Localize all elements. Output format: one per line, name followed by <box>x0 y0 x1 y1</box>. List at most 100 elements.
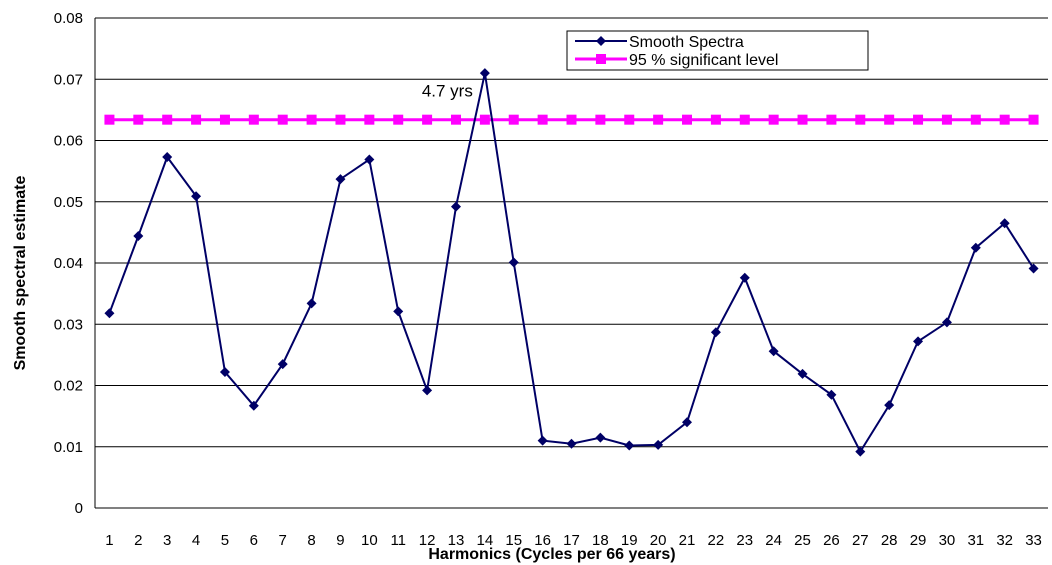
y-tick-label: 0 <box>75 500 83 517</box>
x-tick-label: 14 <box>477 532 494 549</box>
smooth-spectra-point <box>191 191 202 202</box>
x-tick-label: 22 <box>708 532 725 549</box>
smooth-spectra-point <box>508 257 519 268</box>
significant-level-point <box>248 114 259 125</box>
smooth-spectra-point <box>479 68 490 79</box>
annotations: 4.7 yrs <box>422 81 473 100</box>
significant-level-point <box>624 114 635 125</box>
y-tick-label: 0.07 <box>54 71 83 88</box>
significant-level-point <box>422 114 433 125</box>
smooth-spectra-point <box>277 359 288 370</box>
smooth-spectra-point <box>682 417 693 428</box>
legend: Smooth Spectra 95 % significant level <box>566 30 869 71</box>
x-tick-label: 5 <box>221 532 229 549</box>
x-tick-label: 11 <box>390 532 406 549</box>
x-tick-label: 9 <box>336 532 344 549</box>
x-tick-label: 6 <box>250 532 258 549</box>
x-tick-label: 26 <box>823 532 840 549</box>
x-tick-label: 8 <box>307 532 315 549</box>
significant-level-point <box>479 114 490 125</box>
x-tick-label: 33 <box>1025 532 1042 549</box>
significant-level-point <box>104 114 115 125</box>
series-layer <box>104 68 1039 457</box>
legend-label-significant-level: 95 % significant level <box>629 52 778 69</box>
significant-level-point <box>970 114 981 125</box>
y-tick-label: 0.06 <box>54 133 83 150</box>
x-axis-title: Harmonics (Cycles per 66 years) <box>428 546 675 563</box>
significant-level-point <box>277 114 288 125</box>
smooth-spectra-point <box>768 346 779 357</box>
y-tick-labels: 0 0.01 0.02 0.03 0.04 0.05 0.06 0.07 0.08 <box>54 10 83 517</box>
x-tick-label: 18 <box>592 532 609 549</box>
significant-level-point <box>393 114 404 125</box>
y-tick-label: 0.05 <box>54 194 83 211</box>
series-line-smooth-spectra <box>108 72 1035 454</box>
smooth-spectra-point <box>653 439 664 450</box>
x-tick-label: 2 <box>134 532 142 549</box>
x-tick-label: 23 <box>736 532 753 549</box>
significant-level-point <box>364 114 375 125</box>
smooth-spectra-point <box>999 218 1010 229</box>
gridlines <box>95 17 1048 448</box>
x-tick-label: 20 <box>650 532 667 549</box>
legend-marker-significant-level <box>596 54 606 64</box>
legend-box <box>566 30 869 71</box>
significant-level-point <box>913 114 924 125</box>
smooth-spectra-point <box>739 272 750 283</box>
significant-level-point <box>999 114 1010 125</box>
legend-label-smooth-spectra: Smooth Spectra <box>629 34 744 51</box>
smooth-spectra-point <box>450 201 461 212</box>
smooth-spectra-point <box>306 298 317 309</box>
smooth-spectra-point <box>104 308 115 319</box>
legend-marker-smooth-spectra <box>596 36 606 46</box>
x-tick-label: 31 <box>967 532 984 549</box>
y-tick-label: 0.08 <box>54 10 83 27</box>
significant-level-point <box>133 114 144 125</box>
significant-level-point <box>306 114 317 125</box>
x-tick-label: 24 <box>765 532 782 549</box>
x-tick-label: 25 <box>794 532 811 549</box>
x-tick-label: 19 <box>621 532 638 549</box>
x-tick-label: 21 <box>679 532 696 549</box>
significant-level-point <box>884 114 895 125</box>
significant-level-point <box>710 114 721 125</box>
smooth-spectra-point <box>710 327 721 338</box>
significant-level-point <box>682 114 693 125</box>
y-axis-title: Smooth spectral estimate <box>12 176 29 371</box>
significant-level-point <box>1028 114 1039 125</box>
x-tick-label: 29 <box>910 532 927 549</box>
smooth-spectra-point <box>884 400 895 411</box>
significant-level-point <box>450 114 461 125</box>
x-tick-label: 15 <box>505 532 522 549</box>
x-tick-label: 17 <box>563 532 580 549</box>
significant-level-point <box>191 114 202 125</box>
significant-level-point <box>941 114 952 125</box>
smooth-spectra-point <box>624 440 635 451</box>
x-tick-label: 1 <box>105 532 113 549</box>
smooth-spectra-point <box>248 400 259 411</box>
smooth-spectra-point <box>133 231 144 242</box>
x-tick-label: 10 <box>361 532 378 549</box>
significant-level-point <box>537 114 548 125</box>
smooth-spectra-point <box>364 154 375 165</box>
significant-level-point <box>162 114 173 125</box>
smooth-spectra-point <box>826 389 837 400</box>
smooth-spectra-point <box>422 385 433 396</box>
x-tick-label: 16 <box>534 532 551 549</box>
significant-level-point <box>797 114 808 125</box>
x-tick-label: 30 <box>939 532 956 549</box>
significant-level-point <box>335 114 346 125</box>
x-tick-label: 4 <box>192 532 200 549</box>
annotation-label: 4.7 yrs <box>422 81 473 100</box>
x-tick-labels: 1 2 3 4 5 6 7 8 9 10 11 12 13 14 15 16 17 18 19 20 21 22 23 24 2… <box>105 532 1042 549</box>
significant-level-point <box>219 114 230 125</box>
smooth-spectra-point <box>335 174 346 185</box>
x-tick-label: 27 <box>852 532 869 549</box>
smooth-spectra-point <box>855 446 866 457</box>
smooth-spectra-point <box>219 367 230 378</box>
x-tick-label: 32 <box>996 532 1013 549</box>
smooth-spectra-point <box>393 306 404 317</box>
significant-level-point <box>768 114 779 125</box>
significant-level-point <box>566 114 577 125</box>
